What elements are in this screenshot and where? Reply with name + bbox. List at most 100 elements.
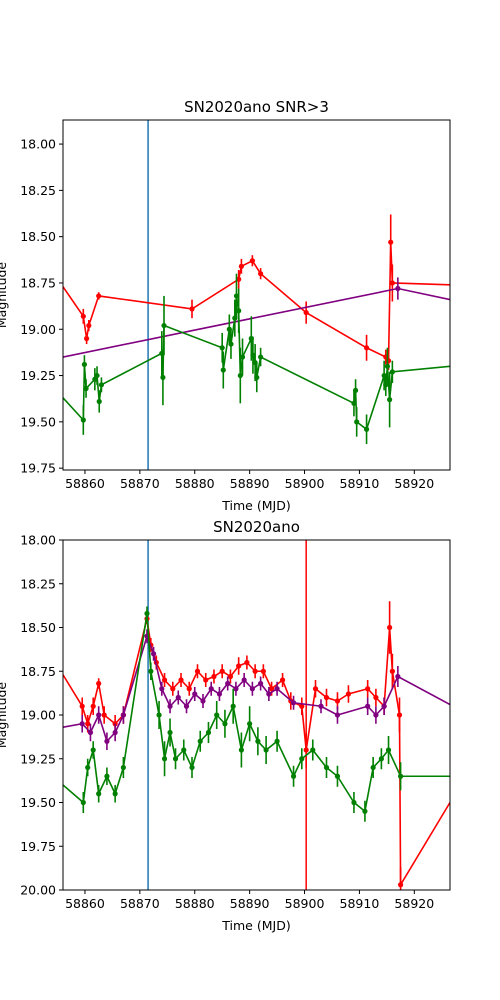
chart-bottom-data-point xyxy=(266,691,272,697)
chart-bottom-data-point xyxy=(381,703,387,709)
chart-bottom-data-point xyxy=(258,680,264,687)
chart-bottom-data-point xyxy=(233,686,239,692)
chart-bottom-data-point xyxy=(318,703,324,709)
chart-top-data-point xyxy=(161,322,167,329)
chart-bottom-ylabel: Magnitude xyxy=(0,682,9,749)
chart-bottom-ytick-label: 20.00 xyxy=(20,883,56,898)
chart-top-series-1 xyxy=(63,277,450,358)
chart-top-data-point xyxy=(250,352,256,358)
chart-bottom-ytick-label: 19.50 xyxy=(20,795,56,810)
chart-bottom-data-point xyxy=(186,686,192,692)
chart-bottom-data-point xyxy=(79,721,85,727)
chart-bottom-data-point xyxy=(274,686,280,692)
chart-bottom-xtick-label: 58920 xyxy=(394,896,434,911)
chart-top-data-point xyxy=(189,306,195,312)
chart-bottom-data-point xyxy=(373,712,379,718)
chart-bottom-data-point xyxy=(175,694,181,701)
chart-top-data-point xyxy=(258,354,264,360)
chart-top-title: SN2020ano SNR>3 xyxy=(184,98,329,116)
chart-top-ytick-label: 19.75 xyxy=(20,461,56,476)
chart-top-xtick-label: 58910 xyxy=(340,476,380,491)
chart-bottom-data-point xyxy=(222,721,228,727)
chart-top-xtick-label: 58860 xyxy=(65,476,105,491)
chart-bottom-data-point xyxy=(211,673,217,680)
chart-bottom-series-line-1 xyxy=(63,633,450,743)
chart-bottom-data-point xyxy=(334,698,341,704)
chart-bottom-data-point xyxy=(101,712,107,718)
chart-top-data-point xyxy=(387,397,393,403)
chart-top-data-point xyxy=(389,369,395,375)
chart-top-ytick-label: 19.25 xyxy=(20,368,56,383)
chart-bottom-data-point xyxy=(170,686,176,692)
chart-bottom-data-point xyxy=(274,738,280,744)
chart-bottom-data-point xyxy=(80,799,86,806)
chart-bottom-data-point xyxy=(397,882,404,888)
chart-bottom-data-point xyxy=(161,756,168,762)
chart-top-data-point xyxy=(83,385,89,392)
chart-top: SN2020ano SNR>3 Time (MJD) Magnitude 588… xyxy=(0,98,451,513)
chart-top-series-0 xyxy=(63,214,450,370)
chart-bottom-data-point xyxy=(299,703,305,709)
chart-bottom-data-point xyxy=(323,764,330,771)
chart-top-data-point xyxy=(258,271,264,277)
chart-top-ytick-label: 18.50 xyxy=(20,229,56,244)
chart-top-data-point xyxy=(384,363,391,369)
chart-top-data-point xyxy=(94,372,100,379)
chart-bottom-data-point xyxy=(203,677,209,683)
chart-top-data-point xyxy=(220,367,226,373)
chart-top-data-point xyxy=(236,276,242,282)
chart-bottom-series-1 xyxy=(63,629,450,750)
chart-bottom-data-point xyxy=(279,677,286,683)
chart-bottom-ytick-label: 19.25 xyxy=(20,751,56,766)
chart-bottom-data-point xyxy=(230,703,236,709)
chart-bottom-data-point xyxy=(260,668,266,674)
chart-top-data-point xyxy=(98,382,105,388)
chart-bottom-data-point xyxy=(312,686,319,692)
chart-bottom-data-point xyxy=(351,799,357,806)
chart-bottom-xtick-label: 58900 xyxy=(285,896,325,911)
chart-top-plot-area xyxy=(63,120,450,470)
chart-top-data-point xyxy=(388,239,394,245)
chart-bottom-data-point xyxy=(159,686,165,692)
chart-bottom-data-point xyxy=(120,712,126,718)
chart-bottom-data-point xyxy=(197,738,203,744)
chart-bottom-data-point xyxy=(189,764,195,771)
chart-bottom-series-line-2 xyxy=(63,613,450,813)
chart-top-ytick-label: 19.50 xyxy=(20,414,56,429)
chart-top-data-point xyxy=(86,322,92,329)
chart-bottom-data-point xyxy=(214,712,220,718)
chart-bottom-data-point xyxy=(373,694,379,701)
chart-top-data-point xyxy=(219,345,225,351)
chart-bottom-data-point xyxy=(216,691,223,697)
chart-top-data-point xyxy=(389,280,395,286)
chart-bottom-xlabel: Time (MJD) xyxy=(221,918,290,933)
chart-top-xtick-label: 58920 xyxy=(394,476,434,491)
chart-top-data-point xyxy=(80,417,86,423)
chart-bottom-data-point xyxy=(87,729,94,736)
chart-top-xtick-label: 58900 xyxy=(285,476,325,491)
chart-bottom-data-point xyxy=(310,747,316,753)
chart-top-data-point xyxy=(354,419,360,425)
chart-bottom-data-point xyxy=(290,700,297,706)
chart-bottom-ytick-label: 18.50 xyxy=(20,620,56,635)
chart-bottom-title: SN2020ano xyxy=(213,518,300,536)
chart-bottom-data-point xyxy=(389,668,395,674)
chart-top-data-point xyxy=(233,293,240,299)
chart-bottom-data-point xyxy=(299,756,305,762)
chart-bottom-xtick-label: 58870 xyxy=(120,896,160,911)
chart-bottom-data-point xyxy=(252,668,258,674)
chart-bottom-data-point xyxy=(183,703,190,709)
chart-bottom-data-point xyxy=(255,738,261,744)
chart-bottom-data-point xyxy=(263,747,269,753)
chart-bottom-data-point xyxy=(249,686,255,692)
chart-bottom-data-point xyxy=(219,668,225,674)
chart-bottom-plot-area xyxy=(63,540,450,890)
chart-bottom-ytick-label: 18.75 xyxy=(20,664,56,679)
chart-top-series-2 xyxy=(63,273,450,445)
chart-top-data-point xyxy=(96,398,102,405)
chart-bottom-data-point xyxy=(79,703,85,709)
chart-bottom-xtick-label: 58890 xyxy=(230,896,270,911)
chart-bottom-data-point xyxy=(396,712,403,718)
chart-bottom-data-point xyxy=(112,729,118,736)
